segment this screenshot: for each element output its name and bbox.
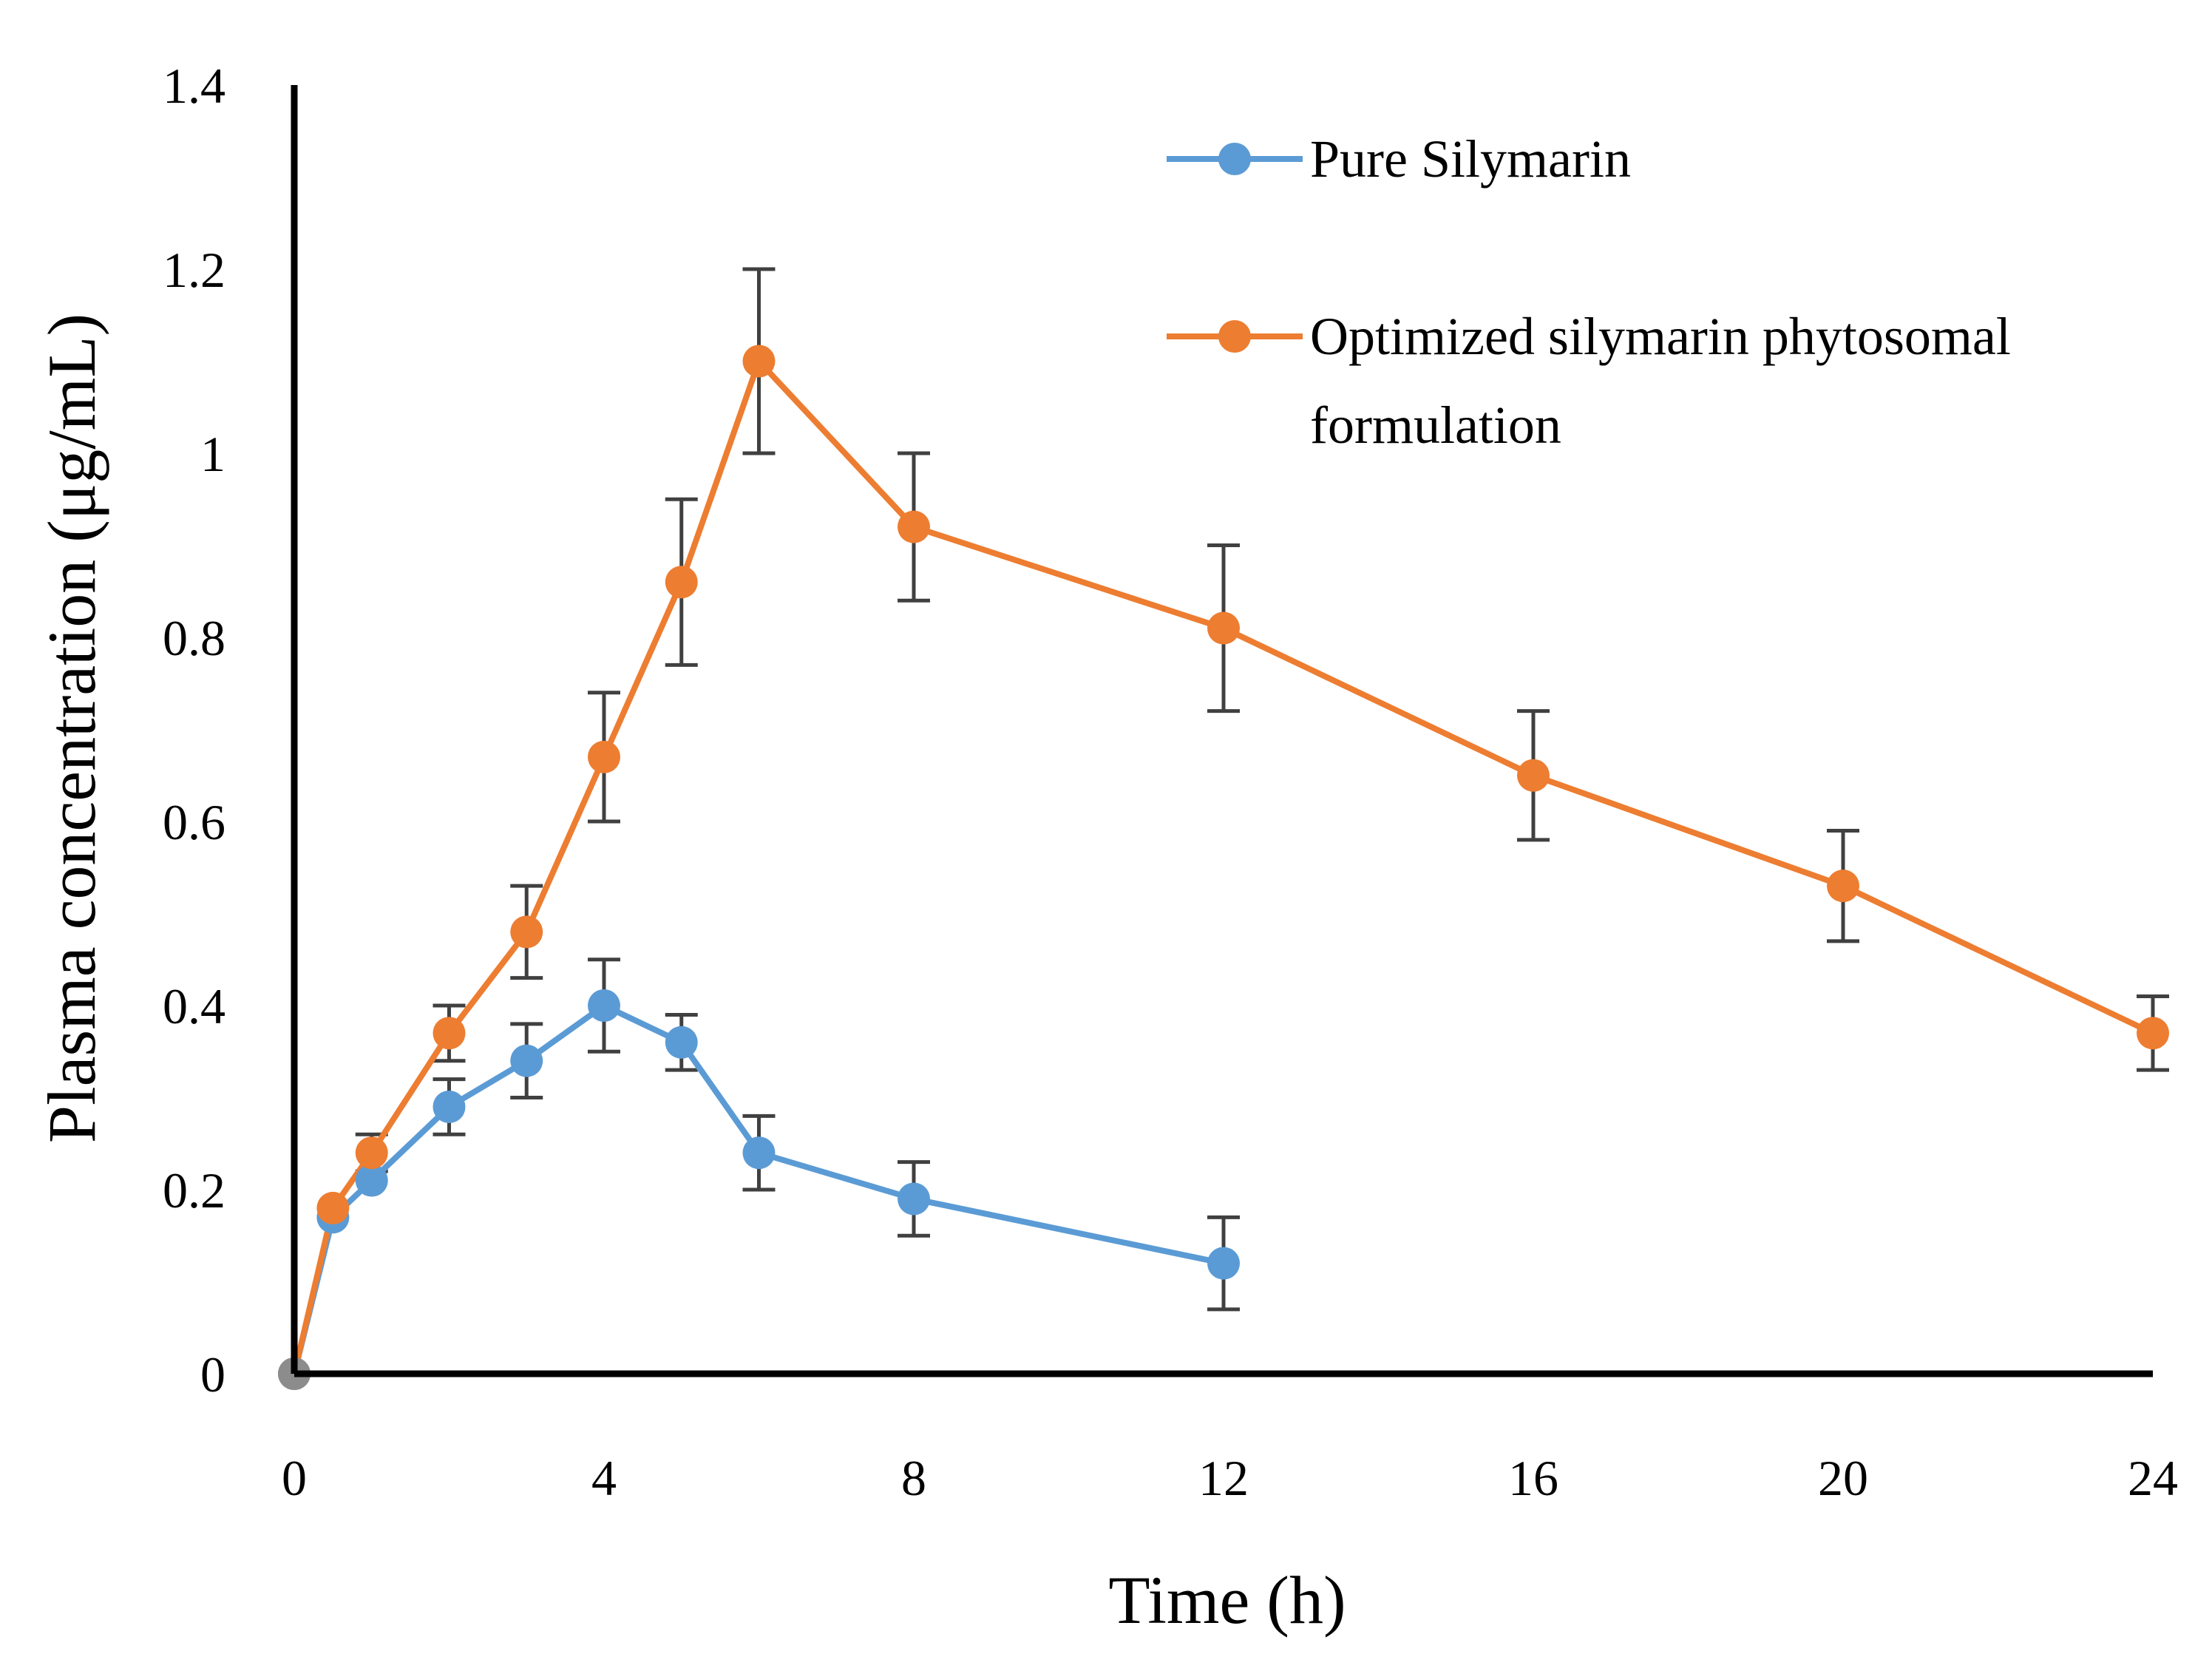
- phytosomal-formulation-point: [316, 1191, 350, 1224]
- y-tick-label: 0.2: [163, 1162, 225, 1218]
- legend-entry-pure-silymarin: Pure Silymarin: [1167, 129, 1631, 189]
- pure-silymarin-point: [1207, 1247, 1240, 1280]
- phytosomal-formulation-point: [510, 915, 543, 949]
- legend-label: Optimized silymarin phytosomal: [1310, 307, 2011, 366]
- phytosomal-formulation-point: [1517, 759, 1550, 792]
- legend-label: formulation: [1310, 396, 1561, 455]
- y-tick-label: 0: [200, 1346, 225, 1403]
- pure-silymarin-point: [898, 1182, 930, 1216]
- y-tick-label: 0.8: [163, 610, 225, 666]
- legend-entry-phytosomal-formulation: Optimized silymarin phytosomal formulatio…: [1167, 307, 2011, 455]
- pure-silymarin-point: [510, 1044, 543, 1077]
- phytosomal-formulation-point: [588, 740, 620, 773]
- x-tick-labels: 0 4 8 12 16 20 24: [282, 1450, 2178, 1506]
- phytosomal-formulation-point: [1827, 870, 1859, 903]
- y-axis-title: Plasma concentration (μg/mL): [34, 313, 109, 1143]
- pure-silymarin-point: [432, 1090, 466, 1123]
- x-tick-label: 0: [282, 1450, 307, 1506]
- y-tick-label: 0.6: [163, 794, 225, 850]
- y-tick-label: 0.4: [163, 978, 225, 1034]
- legend-label: Pure Silymarin: [1310, 129, 1631, 189]
- x-tick-label: 12: [1198, 1450, 1249, 1506]
- x-tick-label: 20: [1818, 1450, 1868, 1506]
- phytosomal-formulation-point: [432, 1017, 466, 1050]
- phytosomal-formulation-point: [1207, 611, 1240, 645]
- x-tick-label: 4: [591, 1450, 617, 1506]
- phytosomal-formulation-point: [898, 510, 930, 543]
- phytosomal-formulation-point: [665, 566, 698, 599]
- x-tick-label: 24: [2128, 1450, 2178, 1506]
- phytosomal-formulation-point: [2137, 1017, 2169, 1050]
- y-tick-label: 1.2: [163, 242, 225, 298]
- pure-silymarin-point: [665, 1026, 698, 1059]
- legend-swatch-marker: [1218, 143, 1251, 175]
- phytosomal-formulation-point: [742, 345, 776, 378]
- legend: Pure Silymarin Optimized silymarin phytos…: [1167, 129, 2011, 455]
- series-markers: [278, 345, 2169, 1390]
- pure-silymarin-point: [355, 1164, 388, 1197]
- error-bars: [355, 267, 2169, 1312]
- pure-silymarin-point: [588, 989, 620, 1022]
- pure-silymarin-point: [742, 1136, 776, 1170]
- x-axis-title: Time (h): [1108, 1562, 1346, 1638]
- y-tick-label: 1.4: [163, 58, 225, 114]
- legend-swatch-marker: [1218, 320, 1251, 353]
- phytosomal-formulation-point: [355, 1136, 388, 1170]
- y-tick-labels: 0 0.2 0.4 0.6 0.8 1 1.2 1.4: [163, 58, 225, 1403]
- x-tick-label: 16: [1508, 1450, 1558, 1506]
- x-tick-label: 8: [901, 1450, 926, 1506]
- pure-silymarin-line: [291, 1003, 1227, 1377]
- y-tick-label: 1: [200, 426, 225, 482]
